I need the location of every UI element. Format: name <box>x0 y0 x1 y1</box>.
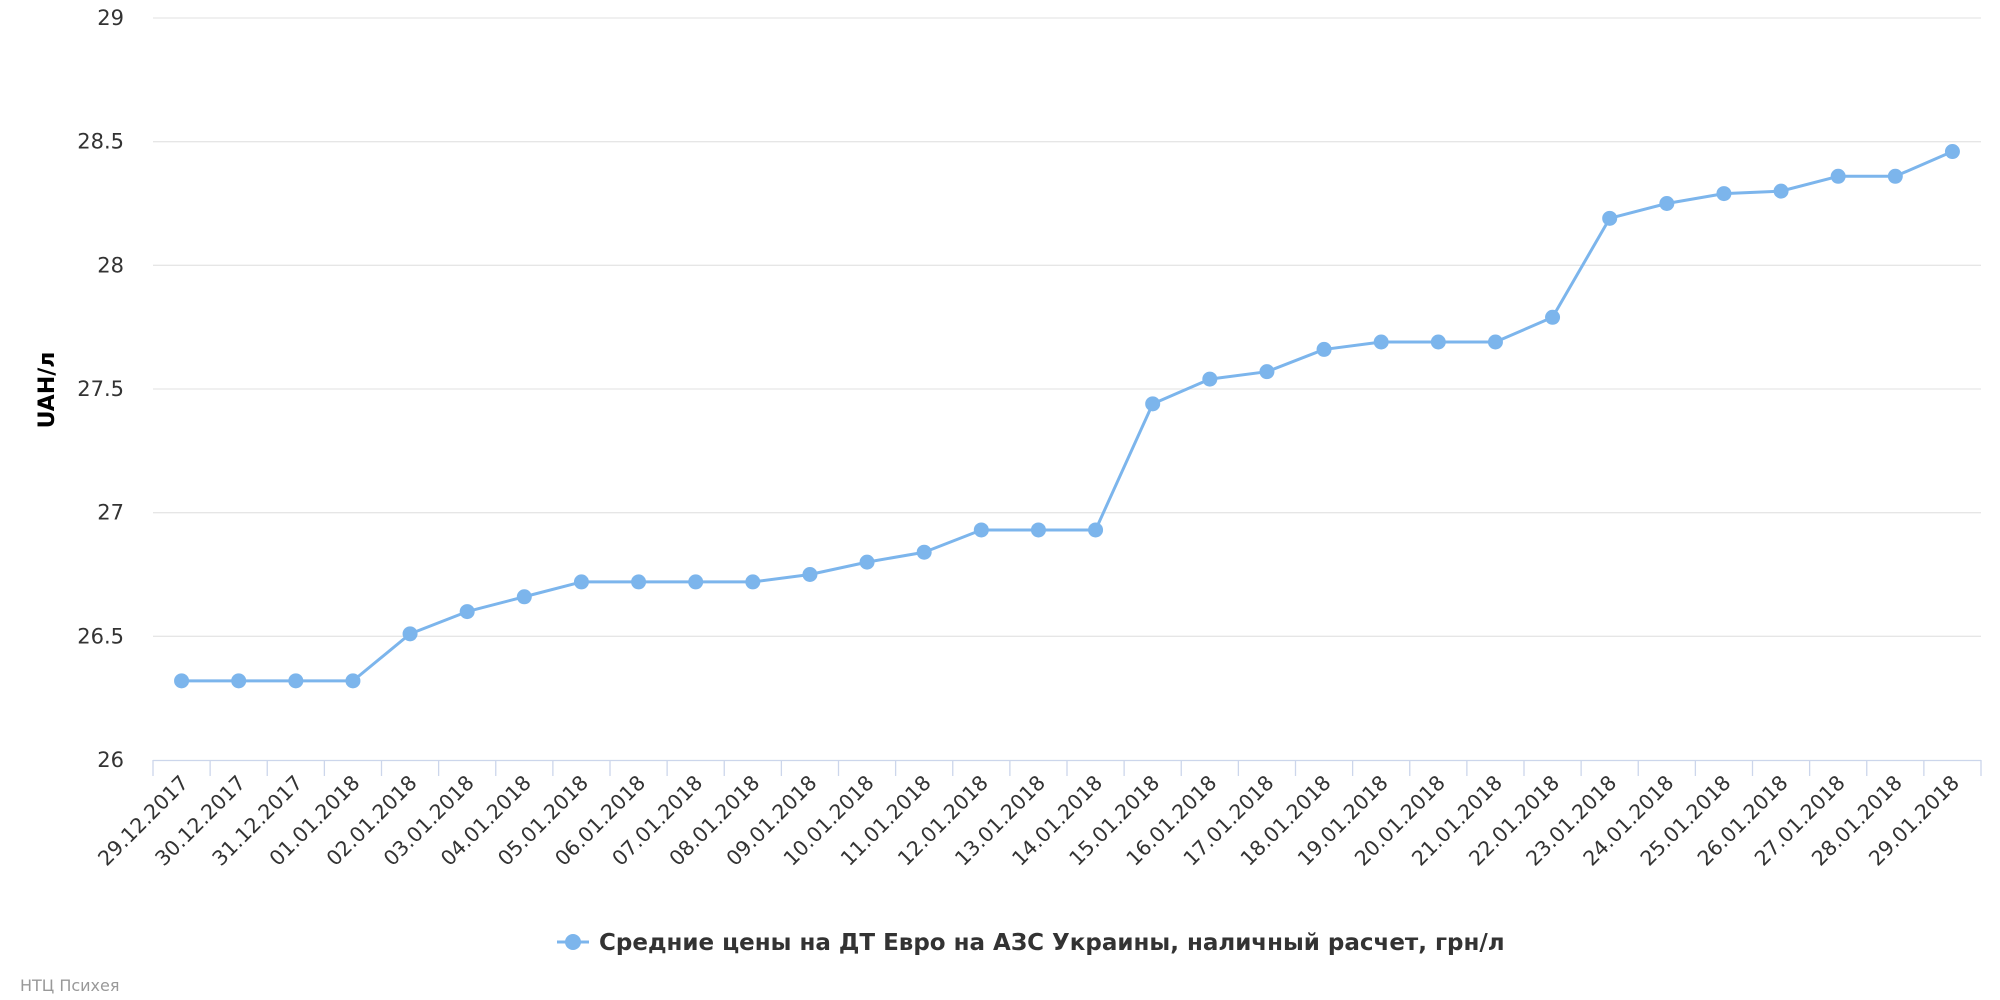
data-point[interactable] <box>1145 396 1161 412</box>
legend-series-label[interactable]: Средние цены на ДТ Евро на АЗС Украины, … <box>599 930 1505 956</box>
x-axis-tick-labels: 29.12.201730.12.201731.12.201701.01.2018… <box>93 771 1964 871</box>
data-point[interactable] <box>1944 144 1960 160</box>
y-tick-label: 29 <box>97 6 124 30</box>
data-point[interactable] <box>1430 334 1446 350</box>
data-point[interactable] <box>859 554 875 570</box>
data-point[interactable] <box>174 673 190 689</box>
data-point[interactable] <box>916 544 932 560</box>
data-point[interactable] <box>573 574 589 590</box>
legend[interactable]: Средние цены на ДТ Евро на АЗС Украины, … <box>557 930 1505 956</box>
data-point[interactable] <box>345 673 361 689</box>
series-group <box>174 144 1960 689</box>
y-axis-title: UAH/л <box>35 352 60 429</box>
data-point[interactable] <box>516 589 532 605</box>
y-axis-tick-labels: 26 26.5 27 27.5 28 28.5 29 <box>77 6 124 772</box>
data-point[interactable] <box>1030 522 1046 538</box>
data-point[interactable] <box>402 626 418 642</box>
data-point[interactable] <box>802 567 818 582</box>
credits-text[interactable]: НТЦ Психея <box>20 976 119 995</box>
x-axis <box>152 759 1982 776</box>
data-point[interactable] <box>688 574 704 590</box>
y-tick-label: 27 <box>97 501 124 525</box>
data-point[interactable] <box>1830 168 1846 184</box>
data-point[interactable] <box>1602 210 1618 226</box>
data-point[interactable] <box>1487 334 1503 350</box>
data-point[interactable] <box>459 604 475 620</box>
data-point[interactable] <box>231 673 247 689</box>
data-point[interactable] <box>1545 309 1561 325</box>
data-point[interactable] <box>1259 364 1275 380</box>
legend-series-marker <box>565 934 581 950</box>
y-tick-label: 26.5 <box>77 624 124 648</box>
data-point[interactable] <box>973 522 989 538</box>
y-tick-label: 28.5 <box>77 130 124 154</box>
y-tick-label: 28 <box>97 253 124 277</box>
data-point[interactable] <box>1373 334 1389 350</box>
y-tick-label: 26 <box>97 748 124 772</box>
data-point[interactable] <box>288 673 304 689</box>
data-point[interactable] <box>631 574 647 590</box>
grid-lines <box>153 17 1981 637</box>
data-point[interactable] <box>1887 168 1903 184</box>
y-tick-label: 27.5 <box>77 377 124 401</box>
data-point[interactable] <box>1316 341 1332 357</box>
data-point[interactable] <box>1659 196 1675 211</box>
data-point[interactable] <box>1088 522 1104 538</box>
data-point[interactable] <box>1202 371 1218 387</box>
data-point[interactable] <box>1716 186 1732 202</box>
data-point[interactable] <box>745 574 761 590</box>
data-point[interactable] <box>1773 183 1789 199</box>
series-line <box>180 150 1954 683</box>
